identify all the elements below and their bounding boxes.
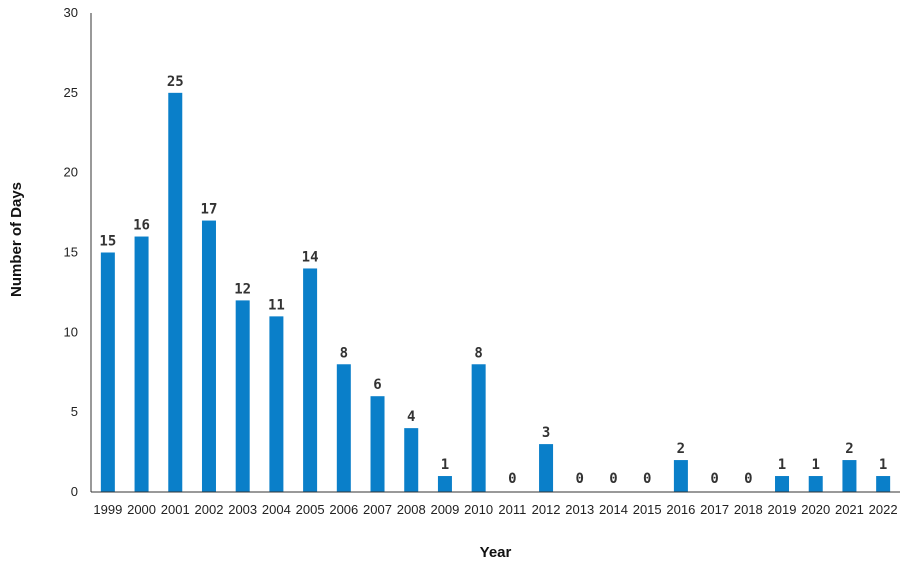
- data-label-2018: 0: [744, 471, 752, 487]
- x-tick-label: 2013: [565, 502, 594, 517]
- y-tick-label: 30: [64, 5, 78, 20]
- x-axis-title: Year: [480, 544, 512, 561]
- y-tick-label: 25: [64, 85, 78, 100]
- x-axis-ticks: 1999 2000 2001 2002 2003 2004 2005 2006 2007 2008…: [93, 502, 897, 517]
- bar-2007: [370, 396, 385, 492]
- data-label-2001: 25: [167, 74, 184, 90]
- x-tick-label: 2018: [734, 502, 763, 517]
- y-tick-label: 15: [64, 245, 78, 260]
- bars: [100, 92, 891, 493]
- data-label-2005: 14: [302, 249, 319, 265]
- x-tick-label: 2019: [768, 502, 797, 517]
- data-label-2008: 4: [407, 409, 415, 425]
- x-tick-label: 1999: [93, 502, 122, 517]
- x-tick-label: 2015: [633, 502, 662, 517]
- bar-2021: [842, 460, 857, 492]
- bar-2008: [404, 428, 419, 492]
- x-tick-label: 2001: [161, 502, 190, 517]
- x-tick-label: 2002: [195, 502, 224, 517]
- data-label-2019: 1: [778, 457, 786, 473]
- data-label-2020: 1: [812, 457, 820, 473]
- data-label-2014: 0: [609, 471, 617, 487]
- bar-2006: [336, 364, 351, 492]
- x-tick-label: 2017: [700, 502, 729, 517]
- y-tick-label: 20: [64, 165, 78, 180]
- data-label-2000: 16: [133, 218, 150, 234]
- bar-2002: [201, 220, 216, 493]
- data-label-2017: 0: [710, 471, 718, 487]
- y-tick-label: 5: [71, 404, 78, 419]
- x-tick-label: 2006: [329, 502, 358, 517]
- bar-2004: [269, 316, 284, 492]
- bar-2020: [808, 476, 823, 492]
- x-tick-label: 2007: [363, 502, 392, 517]
- x-tick-label: 2022: [869, 502, 898, 517]
- x-tick-label: 2016: [666, 502, 695, 517]
- bar-1999: [100, 252, 115, 492]
- data-label-2006: 8: [340, 345, 348, 361]
- bar-2005: [303, 268, 318, 492]
- x-tick-label: 2010: [464, 502, 493, 517]
- bar-2022: [876, 476, 891, 492]
- data-label-2016: 2: [677, 441, 685, 457]
- data-label-2003: 12: [234, 281, 251, 297]
- data-label-2007: 6: [373, 377, 381, 393]
- bar-2012: [539, 444, 554, 492]
- x-tick-label: 2000: [127, 502, 156, 517]
- data-label-2013: 0: [576, 471, 584, 487]
- bar-2010: [471, 364, 486, 492]
- x-tick-label: 2005: [296, 502, 325, 517]
- data-label-2011: 0: [508, 471, 516, 487]
- data-label-2021: 2: [845, 441, 853, 457]
- data-label-1999: 15: [99, 234, 116, 250]
- y-axis-title: Number of Days: [8, 182, 25, 297]
- bar-2000: [134, 236, 149, 492]
- x-tick-label: 2011: [498, 502, 526, 517]
- bar-2001: [168, 92, 183, 492]
- data-label-2015: 0: [643, 471, 651, 487]
- bar-2019: [775, 476, 790, 492]
- x-tick-label: 2020: [801, 502, 830, 517]
- data-label-2012: 3: [542, 425, 550, 441]
- x-tick-label: 2012: [532, 502, 561, 517]
- x-tick-label: 2008: [397, 502, 426, 517]
- y-tick-label: 10: [64, 324, 78, 339]
- data-label-2022: 1: [879, 457, 887, 473]
- data-label-2010: 8: [474, 345, 482, 361]
- y-tick-label: 0: [71, 484, 78, 499]
- x-tick-label: 2009: [430, 502, 459, 517]
- x-tick-label: 2003: [228, 502, 257, 517]
- data-label-2002: 17: [201, 202, 218, 218]
- x-tick-label: 2004: [262, 502, 291, 517]
- bar-2009: [437, 476, 452, 492]
- bar-2003: [235, 300, 250, 492]
- x-tick-label: 2021: [835, 502, 864, 517]
- y-axis-ticks: 0 5 10 15 20 25 30: [64, 5, 78, 499]
- bar-2016: [673, 460, 688, 492]
- data-label-2004: 11: [268, 297, 285, 313]
- x-tick-label: 2014: [599, 502, 628, 517]
- data-label-2009: 1: [441, 457, 449, 473]
